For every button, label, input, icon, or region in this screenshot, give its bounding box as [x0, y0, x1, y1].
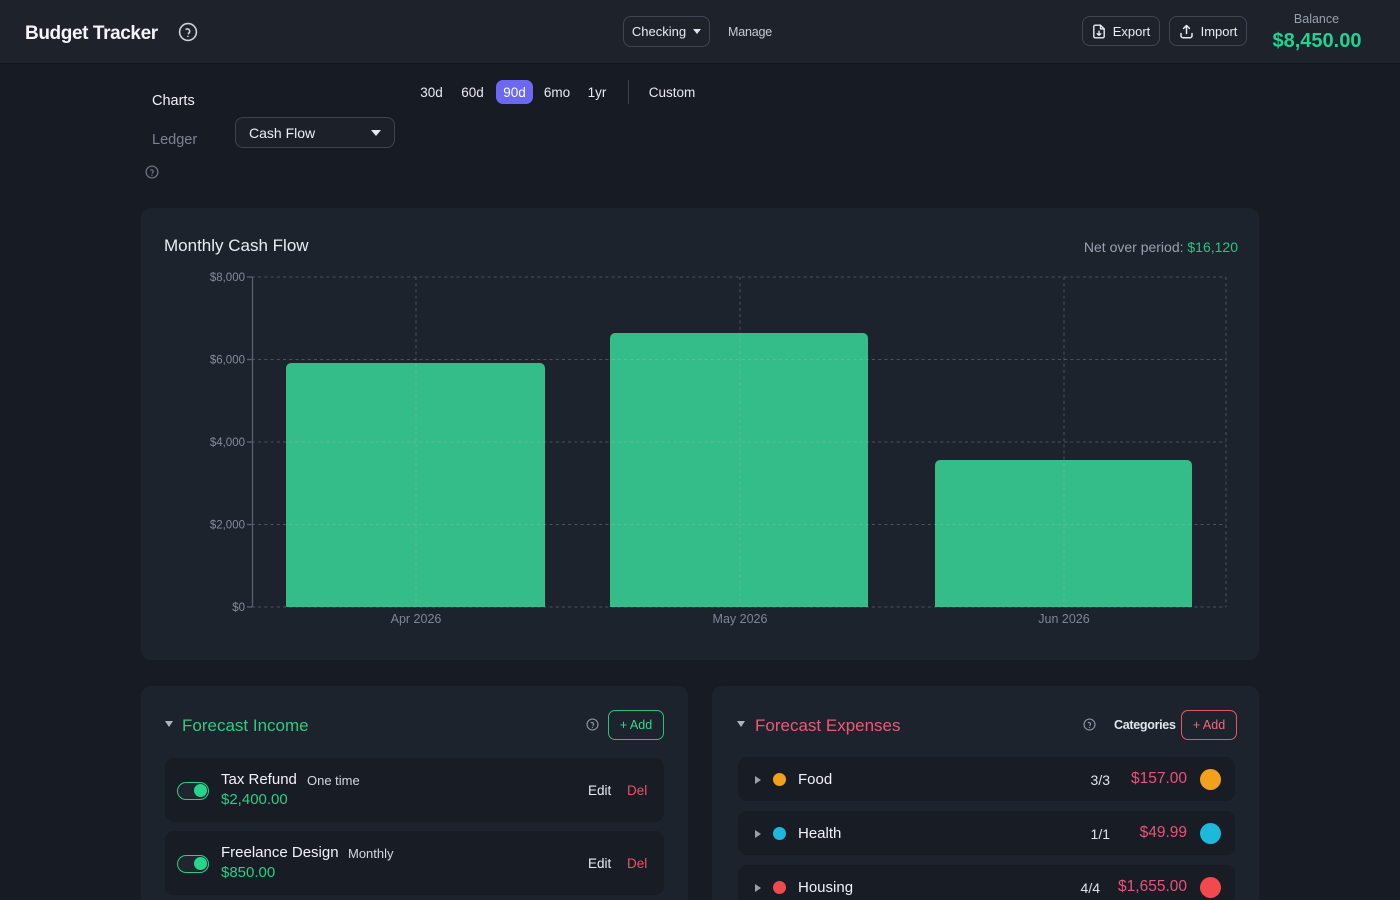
svg-text:$2,000: $2,000: [210, 520, 245, 532]
svg-text:May 2026: May 2026: [713, 612, 768, 626]
svg-text:$8,000: $8,000: [210, 272, 245, 284]
svg-text:Apr 2026: Apr 2026: [391, 612, 442, 626]
svg-text:$6,000: $6,000: [210, 355, 245, 367]
svg-text:$4,000: $4,000: [210, 437, 245, 449]
svg-text:Jun 2026: Jun 2026: [1038, 612, 1089, 626]
svg-text:$0: $0: [232, 602, 245, 614]
